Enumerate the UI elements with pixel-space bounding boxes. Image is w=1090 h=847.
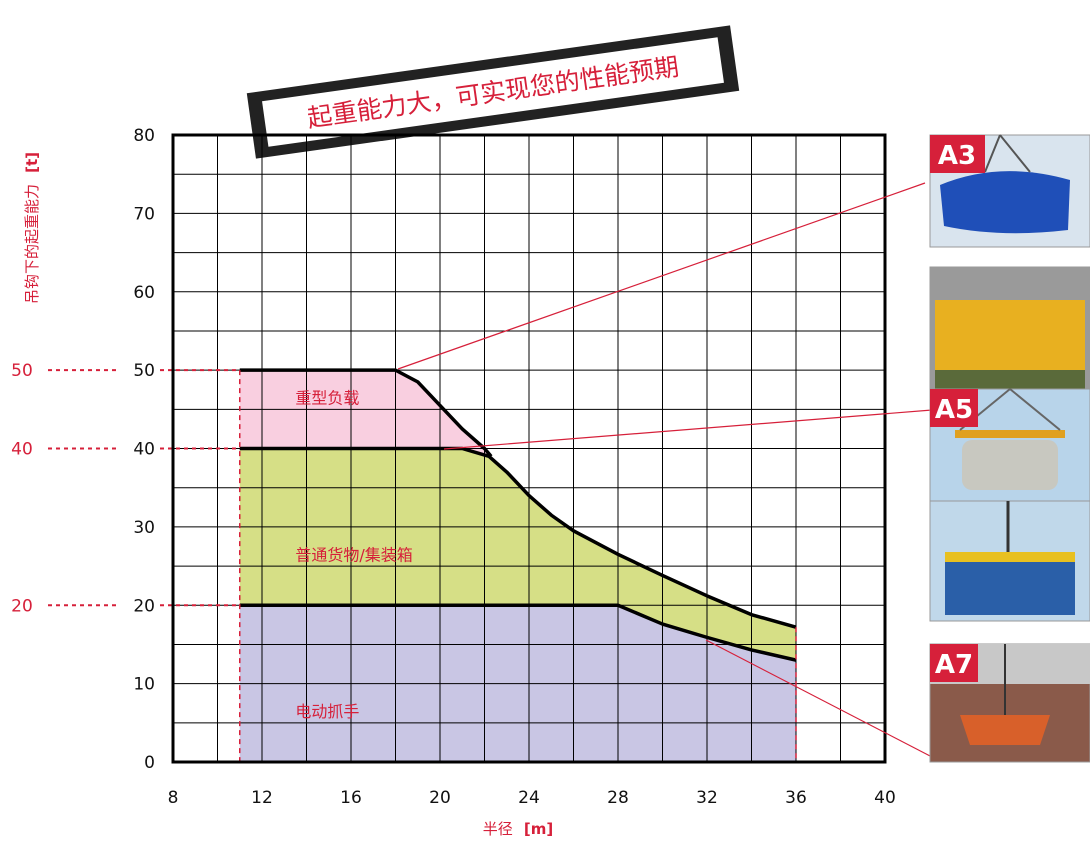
photo-a3-tag: A3 xyxy=(938,141,976,171)
photo-bags xyxy=(929,266,1090,390)
capacity-curve-1 xyxy=(239,368,493,458)
x-tick-24: 24 xyxy=(518,788,540,808)
x-tick-8: 8 xyxy=(168,788,179,808)
photo-bags-ground xyxy=(935,370,1085,389)
photo-a3-tag-bg xyxy=(930,135,985,173)
leader-line-a3 xyxy=(397,182,926,370)
y-tick-50: 50 xyxy=(133,361,155,381)
svg-text:吊钩下的起重能力 [t]: 吊钩下的起重能力 [t] xyxy=(22,152,41,304)
photo-container xyxy=(929,500,1090,622)
x-axis-title: 半径 [m] xyxy=(483,819,553,838)
x-axis-unit: [m] xyxy=(524,820,553,838)
region-label-2: 普通货物/集装箱 xyxy=(295,545,412,564)
photo-a3: A3 xyxy=(929,134,1090,248)
photo-a5-coil xyxy=(962,440,1058,490)
leader-lines xyxy=(397,182,933,758)
level-label-50: 50 xyxy=(11,361,33,381)
x-tick-20: 20 xyxy=(429,788,451,808)
x-tick-36: 36 xyxy=(785,788,807,808)
region-label-1: 重型负载 xyxy=(295,389,359,408)
y-tick-70: 70 xyxy=(133,204,155,224)
y-axis-title: 吊钩下的起重能力 [t] xyxy=(22,152,41,304)
photo-a7: A7 xyxy=(929,643,1090,763)
photo-container-box xyxy=(945,560,1075,615)
y-tick-10: 10 xyxy=(133,675,155,695)
y-tick-40: 40 xyxy=(133,440,155,460)
x-tick-16: 16 xyxy=(340,788,362,808)
x-axis-title-text: 半径 xyxy=(483,820,513,838)
capacity-curve-3 xyxy=(239,603,797,662)
capacity-curve-2 xyxy=(239,446,797,629)
photo-a7-tag: A7 xyxy=(935,650,973,680)
photo-a3-slings xyxy=(984,134,1031,173)
y-axis-title-text: 吊钩下的起重能力 xyxy=(23,184,41,304)
axis-ticks: 0 10 20 30 40 50 60 70 80 8 12 16 20 24 28 32 36 40 xyxy=(133,126,895,808)
x-tick-40: 40 xyxy=(874,788,896,808)
limit-layer: 50 40 20 xyxy=(11,361,797,762)
y-tick-60: 60 xyxy=(133,283,155,303)
y-tick-0: 0 xyxy=(144,753,155,773)
x-tick-12: 12 xyxy=(251,788,273,808)
curve-layer xyxy=(239,368,797,662)
x-tick-28: 28 xyxy=(607,788,629,808)
y-tick-80: 80 xyxy=(133,126,155,146)
photo-a7-grab xyxy=(960,715,1050,745)
region-1 xyxy=(239,370,492,457)
photo-a5-tag: A5 xyxy=(935,395,973,425)
level-label-40: 40 xyxy=(11,440,33,460)
photo-bags-cargo xyxy=(935,300,1085,370)
banner: 起重能力大，可实现您的性能预期 xyxy=(246,25,740,159)
y-tick-20: 20 xyxy=(133,596,155,616)
photo-a3-cargo xyxy=(940,171,1070,234)
photo-a5: A5 xyxy=(929,388,1090,502)
plot-frame xyxy=(171,133,887,764)
x-tick-32: 32 xyxy=(696,788,718,808)
region-2 xyxy=(239,448,796,661)
y-axis-unit: [t] xyxy=(23,152,41,173)
photo-container-spreader xyxy=(945,552,1075,562)
photo-a5-beam xyxy=(955,430,1065,438)
leader-line-a7 xyxy=(705,639,933,758)
region-label-3: 电动抓手 xyxy=(295,702,359,721)
banner-plate xyxy=(262,37,724,147)
photo-a7-tag-bg xyxy=(930,644,978,682)
photo-a5-tag-bg xyxy=(930,389,978,427)
y-tick-30: 30 xyxy=(133,518,155,538)
leader-line-a5 xyxy=(443,409,933,450)
level-label-20: 20 xyxy=(11,596,33,616)
